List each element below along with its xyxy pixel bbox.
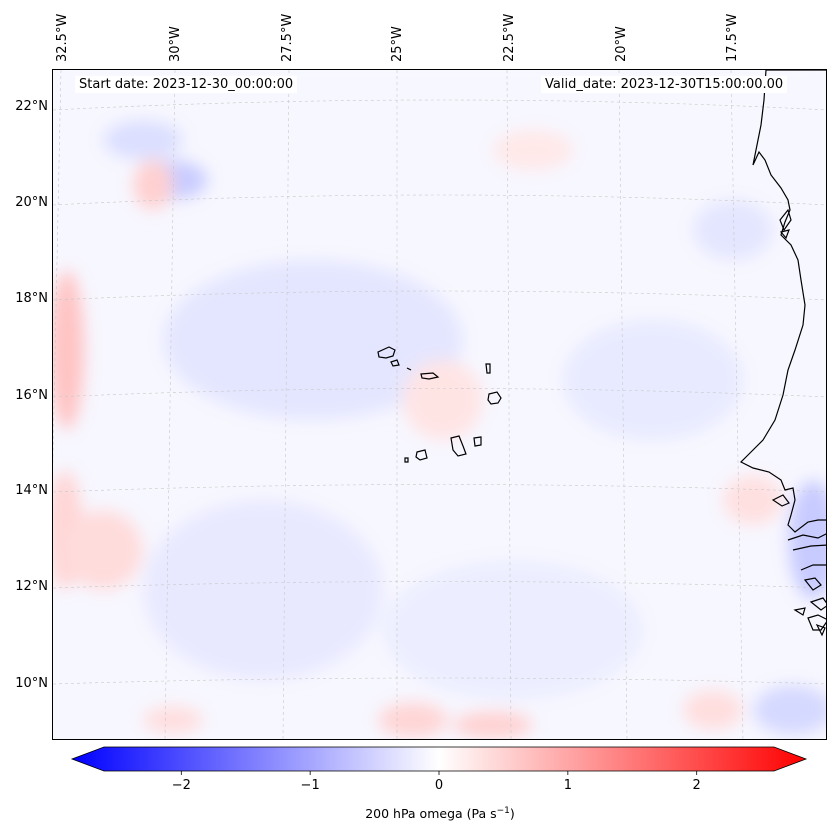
- colorbar-gradient: [70, 746, 808, 772]
- latitude-label: 12°N: [15, 579, 48, 594]
- colorbar-tick-label: −1: [300, 778, 320, 793]
- omega-field: [53, 70, 826, 739]
- map-canvas: [53, 70, 826, 739]
- latitude-label: 10°N: [15, 676, 48, 691]
- longitude-label: 27.5°W: [280, 13, 295, 62]
- start-date-label: Start date: 2023-12-30_00:00:00: [75, 76, 298, 93]
- colorbar-tick-label: −2: [171, 778, 191, 793]
- longitude-label: 32.5°W: [55, 13, 70, 62]
- longitude-label: 20°W: [614, 26, 629, 62]
- latitude-label: 14°N: [15, 483, 48, 498]
- colorbar-tick-label: 0: [434, 778, 444, 793]
- latitude-label: 20°N: [15, 195, 48, 210]
- graticule: [53, 70, 826, 739]
- longitude-label: 25°W: [390, 26, 405, 62]
- colorbar-tick-label: 2: [692, 778, 701, 793]
- latitude-label: 22°N: [15, 99, 48, 114]
- longitude-label: 22.5°W: [502, 13, 517, 62]
- valid-date-label: Valid_date: 2023-12-30T15:00:00.00: [541, 76, 788, 93]
- cape-verde-islands: [377, 346, 502, 463]
- longitude-label: 17.5°W: [725, 13, 740, 62]
- longitude-label: 30°W: [168, 26, 183, 62]
- latitude-label: 16°N: [15, 388, 48, 403]
- colorbar-label: 200 hPa omega (Pa s−1): [365, 806, 515, 822]
- map-panel: [52, 69, 827, 740]
- colorbar-tick-label: 1: [563, 778, 572, 793]
- west-africa-coastline: [739, 70, 826, 637]
- latitude-label: 18°N: [15, 291, 48, 306]
